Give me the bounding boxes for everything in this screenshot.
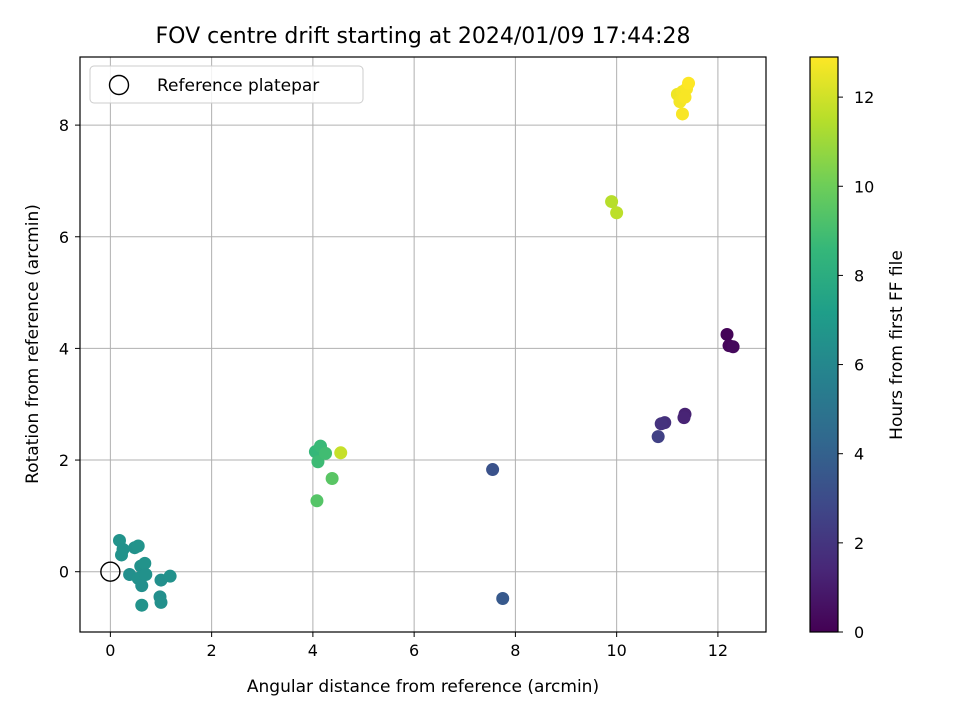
data-point [325,471,339,485]
colorbar-tick-label: 4 [854,445,864,464]
x-tick-label: 8 [510,641,520,660]
data-point [651,430,665,444]
x-axis-label: Angular distance from reference (arcmin) [247,677,599,697]
data-point [334,446,348,460]
y-tick-label: 8 [59,116,69,135]
y-tick-label: 0 [59,563,69,582]
reference-platepar-point [100,561,121,582]
legend-marker-open-circle [108,74,130,96]
x-tick-label: 6 [409,641,419,660]
colorbar-tick-label: 10 [854,177,874,196]
colorbar-tick-label: 12 [854,88,874,107]
data-point [486,463,500,477]
data-point [720,327,734,341]
data-point [319,446,333,460]
x-axis-ticks: 0 2 4 6 8 10 12 [105,632,728,660]
colorbar-ticks: 0 2 4 6 8 10 12 [838,88,874,642]
chart-title: FOV centre drift starting at 2024/01/09 … [156,24,691,49]
data-points [112,76,740,612]
data-point [654,417,668,431]
x-tick-label: 4 [308,641,318,660]
colorbar-label: Hours from first FF file [887,250,907,440]
data-point [682,76,696,90]
data-point [135,579,149,593]
x-tick-label: 2 [207,641,217,660]
data-point [677,411,691,425]
grid-lines [80,57,766,632]
reference-marker [100,561,121,582]
data-point [138,556,152,570]
y-tick-label: 6 [59,228,69,247]
colorbar-frame [809,56,839,633]
data-point [496,592,510,606]
colorbar-tick-label: 6 [854,356,864,375]
legend: Reference platepar [89,65,364,104]
x-tick-label: 0 [105,641,115,660]
data-point [163,569,177,583]
data-point [610,206,624,220]
x-tick-label: 12 [708,641,728,660]
data-point [310,494,324,508]
colorbar-tick-label: 0 [854,623,864,642]
colorbar-tick-label: 8 [854,266,864,285]
data-point [131,539,145,553]
data-point [154,595,168,609]
x-tick-label: 10 [606,641,626,660]
legend-box [89,65,364,104]
data-point [726,340,740,354]
y-tick-label: 2 [59,451,69,470]
colorbar-gradient [810,57,838,632]
y-axis-ticks: 0 2 4 6 8 [59,116,80,582]
data-point [675,107,689,121]
y-axis-label: Rotation from reference (arcmin) [23,204,43,484]
data-point [115,548,129,562]
data-point [139,568,153,581]
plot-frame [79,56,767,633]
data-point [311,455,325,469]
data-point [605,195,619,209]
legend-label: Reference platepar [157,76,319,96]
data-point [135,598,149,612]
y-tick-label: 4 [59,339,69,358]
colorbar-tick-label: 2 [854,534,864,553]
